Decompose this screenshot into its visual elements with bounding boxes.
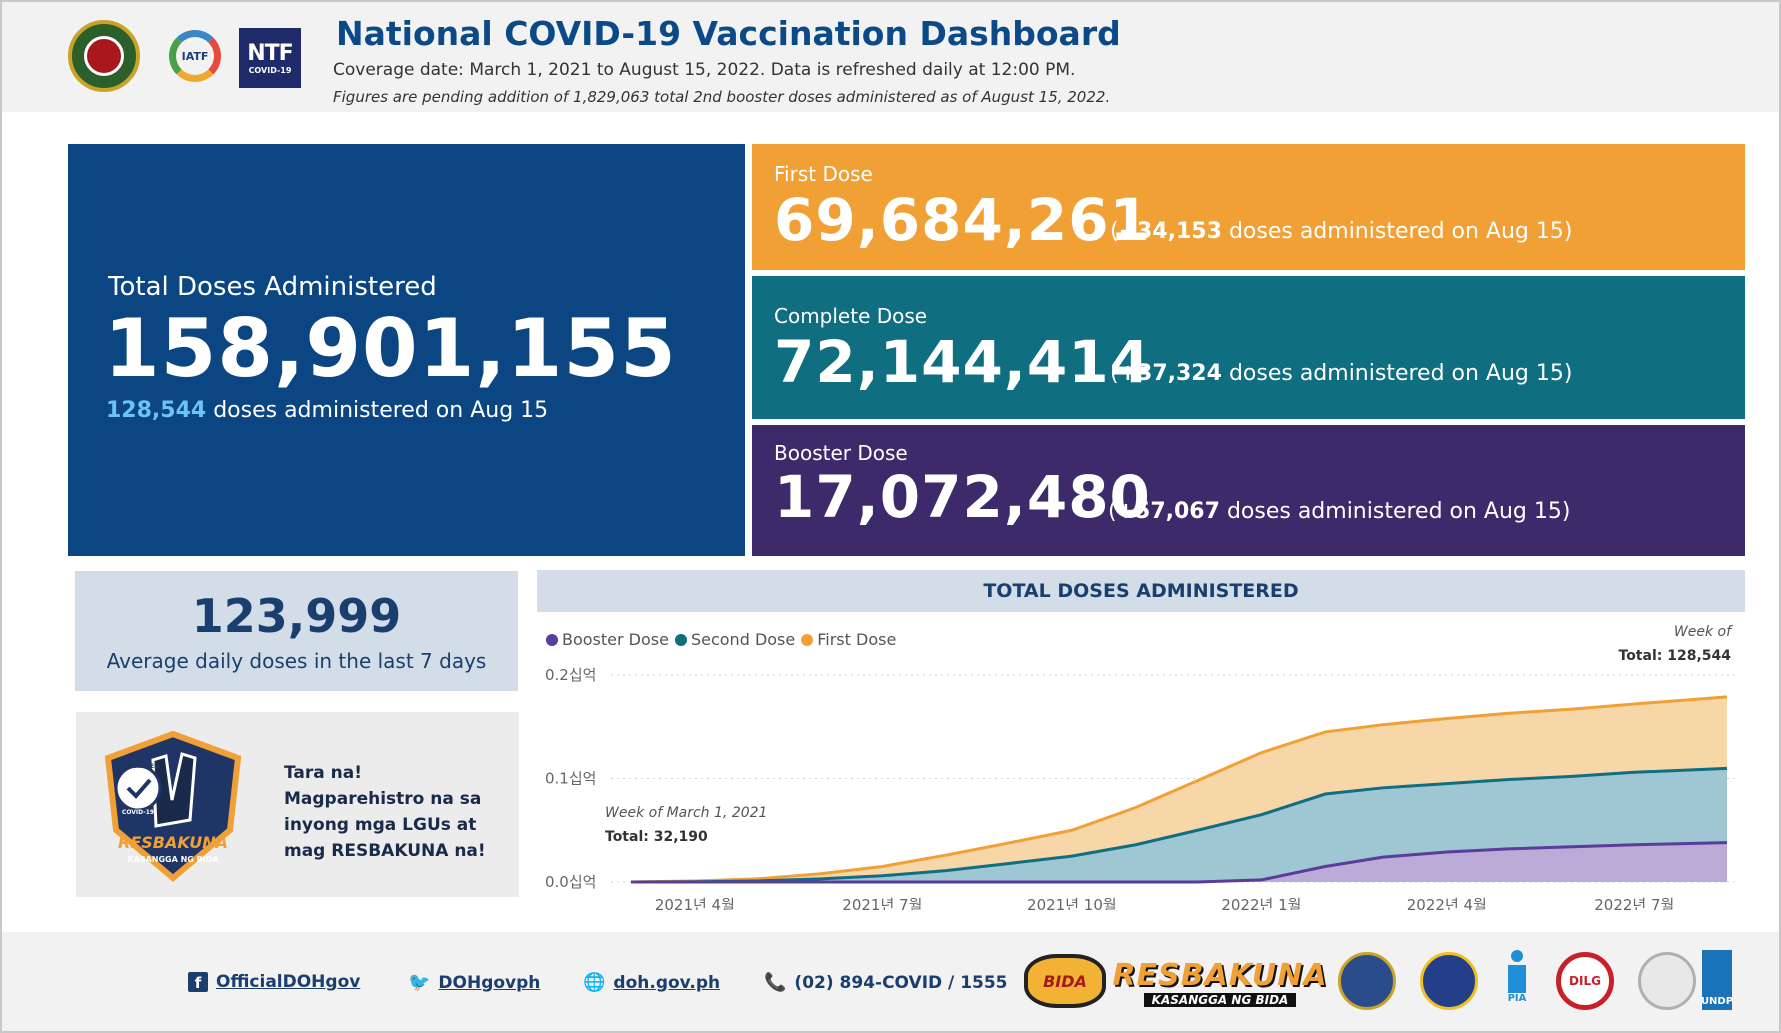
- average-daily-card: 123,999 Average daily doses in the last …: [75, 571, 518, 691]
- phone-icon: 📞: [764, 972, 787, 993]
- x-tick-label: 2021년 10월: [1027, 896, 1117, 910]
- booster-dose-delta-value: +57,067: [1116, 499, 1220, 524]
- resbakuna-promo: RESBAKUNA KASANGGA NG BIDA VACCINATED CO…: [76, 712, 519, 897]
- svg-text:RESBAKUNA: RESBAKUNA: [118, 833, 228, 852]
- complete-dose-delta: (+37,324 doses administered on Aug 15): [1110, 361, 1573, 386]
- iatf-logo-icon: IATF: [162, 20, 228, 92]
- first-dose-label: First Dose: [774, 162, 873, 186]
- total-daily-value: 128,544: [106, 398, 207, 423]
- website-link[interactable]: 🌐 doh.gov.ph: [583, 972, 721, 993]
- office-of-president-seal-icon: [1420, 952, 1478, 1010]
- first-dose-card: First Dose 69,684,261 (+34,153 doses adm…: [752, 144, 1745, 270]
- facebook-link[interactable]: f OfficialDOHgov: [188, 972, 360, 992]
- booster-dose-card: Booster Dose 17,072,480 (+57,067 doses a…: [752, 425, 1745, 556]
- page-title: National COVID-19 Vaccination Dashboard: [336, 14, 1121, 53]
- undp-logo-icon: UNDP: [1701, 950, 1733, 1010]
- twitter-icon: 🐦: [408, 972, 431, 993]
- x-tick-label: 2022년 1월: [1221, 896, 1301, 910]
- y-tick-label: 0.1십억: [545, 770, 596, 788]
- booster-dose-delta-text: doses administered on Aug 15): [1226, 499, 1571, 524]
- first-dose-delta-text: doses administered on Aug 15): [1228, 219, 1573, 244]
- resbakuna-badge-icon: RESBAKUNA KASANGGA NG BIDA VACCINATED CO…: [104, 730, 242, 882]
- complete-dose-delta-value: +37,324: [1118, 361, 1222, 386]
- total-doses-daily: 128,544 doses administered on Aug 15: [106, 398, 548, 423]
- first-dose-delta-value: +34,153: [1118, 219, 1222, 244]
- chart-annotation-end: Week of Total: 128,544: [1618, 624, 1732, 664]
- line-second-dose: [630, 766, 1728, 884]
- booster-dose-delta: (+57,067 doses administered on Aug 15): [1108, 499, 1571, 524]
- pcoo-seal-icon: [1338, 952, 1396, 1010]
- average-daily-label: Average daily doses in the last 7 days: [106, 649, 487, 673]
- total-doses-card: Total Doses Administered 158,901,155 128…: [68, 144, 745, 556]
- x-tick-label: 2022년 7월: [1594, 896, 1674, 910]
- total-doses-label: Total Doses Administered: [108, 272, 437, 302]
- chart-annotation-start: Week of March 1, 2021 Total: 32,190: [605, 805, 768, 845]
- dilg-seal-icon: DILG: [1556, 952, 1614, 1010]
- first-dose-delta: (+34,153 doses administered on Aug 15): [1110, 219, 1573, 244]
- promo-text: Tara na! Magparehistro na sa inyong mga …: [284, 763, 486, 861]
- x-tick-label: 2021년 7월: [842, 896, 922, 910]
- hotline-link[interactable]: 📞 (02) 894-COVID / 1555: [764, 972, 1008, 993]
- svg-text:COVID-19: COVID-19: [122, 809, 154, 816]
- legend-item-second[interactable]: Second Dose: [674, 630, 795, 649]
- resbakuna-logo-icon: RESBAKUNA KASANGGA NG BIDA: [1112, 957, 1328, 1007]
- booster-dose-value: 17,072,480: [774, 463, 1151, 531]
- footer-bar: f OfficialDOHgov 🐦 DOHgovph 🌐 doh.gov.ph…: [2, 932, 1779, 1031]
- complete-dose-value: 72,144,414: [774, 328, 1151, 396]
- chart-legend: Booster Dose Second Dose First Dose: [546, 630, 902, 649]
- doh-seal-icon: [68, 20, 140, 92]
- facebook-icon: f: [188, 972, 208, 992]
- line-first-dose: [630, 695, 1728, 884]
- average-daily-value: 123,999: [191, 589, 402, 643]
- bida-solusyon-logo-icon: BIDA: [1024, 954, 1106, 1008]
- total-doses-value: 158,901,155: [104, 302, 677, 395]
- line-booster-dose: [631, 841, 1728, 884]
- legend-item-booster[interactable]: Booster Dose: [546, 630, 669, 649]
- complete-dose-delta-text: doses administered on Aug 15): [1228, 361, 1573, 386]
- y-tick-label: 0.0십억: [545, 873, 596, 891]
- ntf-logo-icon: NTF COVID-19: [239, 28, 301, 88]
- booster-dose-label: Booster Dose: [774, 441, 908, 465]
- twitter-link[interactable]: 🐦 DOHgovph: [408, 972, 541, 993]
- globe-icon: 🌐: [583, 972, 606, 993]
- svg-text:VACCINATED: VACCINATED: [117, 763, 159, 770]
- x-tick-label: 2021년 4월: [655, 896, 735, 910]
- svg-text:KASANGGA NG BIDA: KASANGGA NG BIDA: [127, 855, 219, 864]
- pending-note: Figures are pending addition of 1,829,06…: [333, 88, 1111, 106]
- legend-item-first[interactable]: First Dose: [801, 630, 896, 649]
- pia-logo-icon: PIA: [1505, 950, 1529, 1010]
- chart-title: TOTAL DOSES ADMINISTERED: [537, 570, 1745, 612]
- total-daily-text: doses administered on Aug 15: [213, 398, 549, 423]
- coverage-date: Coverage date: March 1, 2021 to August 1…: [333, 60, 1076, 80]
- agency-seal-icon: [1638, 952, 1696, 1010]
- doses-area-chart[interactable]: 0.0십억 0.1십억 0.2십억 2021년 4월 2021년 7월 2021년 10월…: [537, 620, 1745, 910]
- y-tick-label: 0.2십억: [545, 666, 596, 684]
- complete-dose-card: Complete Dose 72,144,414 (+37,324 doses …: [752, 276, 1745, 419]
- header-bar: IATF NTF COVID-19 National COVID-19 Vacc…: [2, 2, 1779, 112]
- first-dose-value: 69,684,261: [774, 186, 1151, 254]
- x-tick-label: 2022년 4월: [1407, 896, 1487, 910]
- complete-dose-label: Complete Dose: [774, 304, 928, 328]
